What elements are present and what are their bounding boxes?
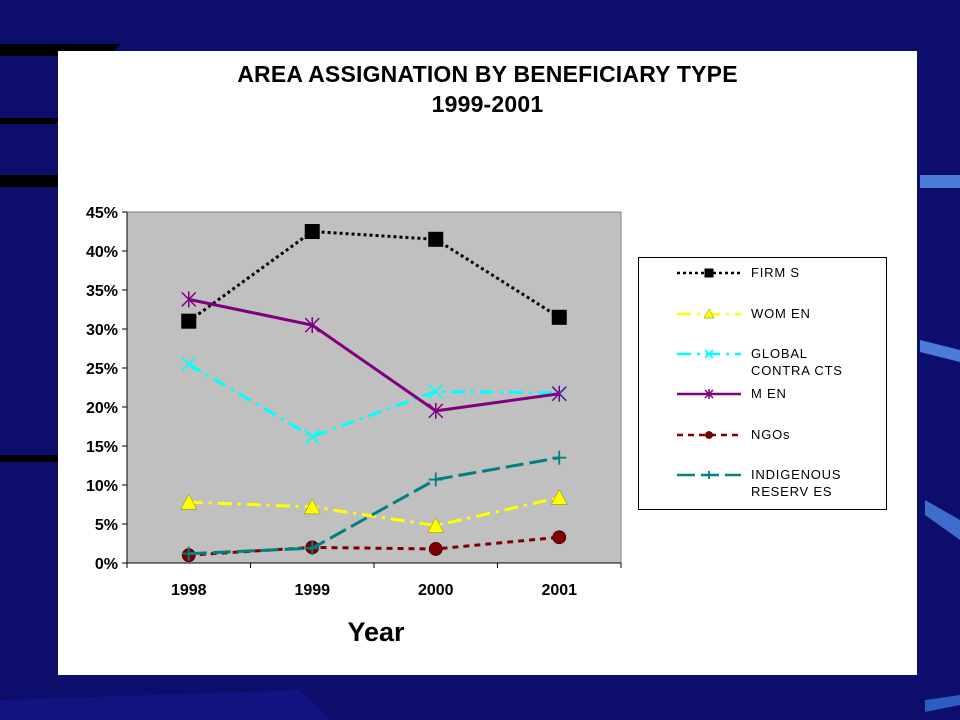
data-point (551, 385, 567, 402)
chart-title: AREA ASSIGNATION BY BENEFICIARY TYPE (237, 61, 738, 87)
y-tick-label: 45% (86, 205, 118, 222)
data-point (181, 291, 197, 308)
data-point (552, 450, 567, 465)
legend-swatch (677, 471, 741, 479)
data-point (304, 224, 320, 239)
x-axis-label: Year (347, 617, 405, 647)
data-point (704, 349, 714, 359)
legend-label: GLOBAL CONTRA CTS (751, 346, 843, 378)
y-tick-label: 35% (86, 283, 118, 300)
data-point (181, 313, 197, 329)
data-point (550, 488, 568, 505)
data-point (181, 356, 197, 372)
y-tick-label: 10% (86, 478, 118, 495)
legend-label: NGOs (751, 427, 791, 442)
data-point (704, 389, 714, 399)
data-point (428, 231, 444, 247)
y-tick-label: 15% (86, 439, 118, 456)
data-point (705, 471, 713, 479)
data-point (705, 431, 713, 439)
data-point (552, 530, 567, 545)
legend-label: WOM EN (751, 306, 811, 321)
legend-swatch (677, 431, 741, 439)
y-tick-label: 40% (86, 244, 118, 261)
y-tick-label: 25% (86, 361, 118, 378)
data-point (703, 308, 715, 319)
data-point (551, 309, 567, 325)
legend-label: FIRM S (751, 265, 800, 280)
x-tick-label: 2001 (541, 582, 577, 599)
series-line (188, 297, 560, 413)
legend-swatch (677, 349, 741, 359)
data-point (704, 268, 714, 278)
data-point (304, 429, 320, 445)
legend-label: M EN (751, 386, 787, 401)
y-tick-label: 0% (95, 556, 118, 573)
legend-swatch (677, 308, 741, 319)
series-men (181, 291, 567, 419)
plot-area (126, 211, 622, 564)
legend-swatch (677, 389, 741, 399)
chart-frame: AREA ASSIGNATION BY BENEFICIARY TYPE 199… (58, 51, 917, 675)
chart-legend: FIRM S WOM EN GLOBAL CONTRA CTS M EN NGOs IND… (638, 257, 887, 510)
y-tick-label: 5% (95, 517, 118, 534)
line-chart: 0% 5% 10% 15% 20% 25% 30% 35% 40% 45% 1998 1999 2000… (86, 205, 622, 647)
data-point (305, 541, 320, 556)
data-point (180, 493, 198, 510)
y-tick-label: 30% (86, 322, 118, 339)
data-point (303, 498, 321, 515)
data-point (428, 383, 444, 399)
series-women (180, 488, 568, 533)
series-line (187, 362, 560, 439)
series-line (188, 456, 560, 556)
data-point (304, 317, 320, 334)
x-tick-label: 1999 (294, 582, 330, 599)
legend-label: INDIGENOUS RESERV ES (751, 467, 842, 499)
chart-subtitle: 1999-2001 (431, 91, 544, 117)
data-point (181, 546, 196, 561)
series-indigenous-reserves (181, 450, 567, 561)
data-point (428, 472, 443, 487)
x-tick-label: 1998 (171, 582, 207, 599)
x-tick-label: 2000 (418, 582, 454, 599)
series-line (187, 229, 561, 323)
series-firms (181, 224, 567, 329)
legend-swatch (677, 268, 741, 278)
data-point (428, 542, 443, 556)
data-point (428, 402, 444, 419)
series-line (188, 535, 560, 557)
data-point (427, 517, 445, 533)
y-tick-label: 20% (86, 400, 118, 417)
series-line (188, 496, 560, 528)
